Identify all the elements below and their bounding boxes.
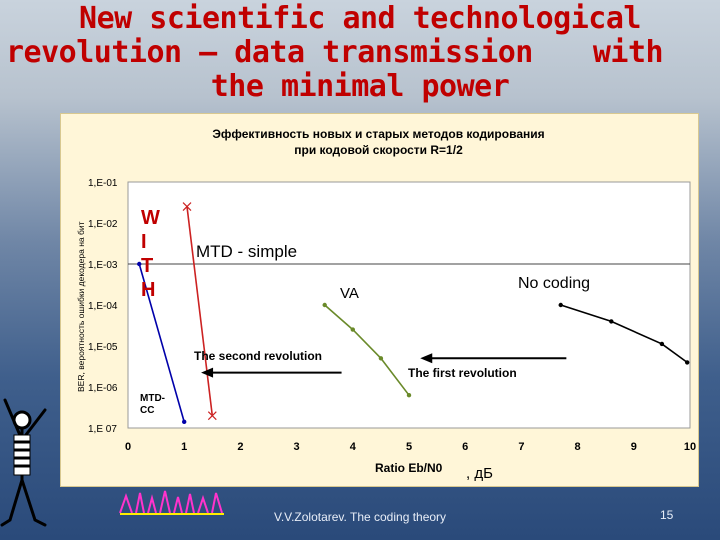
page-number: 15	[660, 508, 674, 522]
y-tick-label: 1,E-03	[88, 260, 118, 271]
with-letter: T	[141, 255, 153, 277]
point-mtd-simple	[182, 202, 192, 212]
y-tick-label: 1,E 07	[88, 424, 117, 435]
title-line-1: New scientific and technological	[79, 1, 641, 36]
x-tick-label: 8	[575, 441, 581, 453]
x-tick-label: 3	[294, 441, 300, 453]
point-va	[378, 356, 384, 361]
x-tick-label: 4	[350, 441, 357, 453]
y-tick-label: 1,E-06	[88, 383, 118, 394]
chart-title: Эффективность новых и старых методов код…	[60, 126, 697, 158]
title-line-2: revolution – data transmission with	[0, 36, 720, 70]
with-letter: W	[141, 207, 160, 229]
x-tick-label: 0	[125, 441, 131, 453]
y-tick-label: 1,E-04	[88, 301, 118, 312]
series-line-va	[324, 304, 410, 396]
y-axis-title: BER, вероятность ошибки декодера на бит	[76, 221, 86, 392]
point-mtd-cc	[137, 261, 142, 267]
series-line-no-coding	[560, 304, 688, 364]
figure-icon	[0, 398, 47, 527]
series-line-mtd-cc	[138, 263, 185, 423]
x-tick-label: 1	[181, 441, 187, 453]
label-first-revolution: The first revolution	[408, 366, 517, 380]
chart-title-line-1: Эффективность новых и старых методов код…	[212, 127, 545, 141]
point-no-coding	[609, 319, 614, 324]
point-mtd-cc	[182, 419, 187, 425]
x-tick-label: 2	[237, 441, 243, 453]
title-line-2b: with	[592, 35, 664, 70]
point-va	[350, 327, 355, 332]
point-no-coding	[659, 341, 665, 347]
logo-icon	[119, 490, 224, 515]
series-line-mtd-simple	[186, 206, 214, 416]
point-no-coding	[684, 360, 690, 365]
title-line-2a: revolution – data transmission	[6, 35, 533, 70]
label-no-coding: No coding	[518, 275, 590, 292]
second-revolution-arrow	[201, 367, 342, 378]
title-line-3: the minimal power	[210, 69, 510, 104]
chart-title-line-2: при кодовой скорости R=1/2	[294, 143, 463, 157]
footer-text: V.V.Zolotarev. The coding theory	[273, 510, 447, 524]
point-no-coding	[558, 302, 563, 308]
with-letter: H	[141, 279, 155, 301]
y-tick-label: 1,E-05	[88, 342, 118, 353]
y-tick-label: 1,E-01	[88, 178, 118, 189]
label-mtd-simple: MTD - simple	[196, 242, 297, 261]
label-mtd-cc-2: CC	[140, 405, 154, 416]
point-mtd-simple	[207, 411, 217, 421]
label-va: VA	[340, 285, 359, 302]
x-tick-label: 5	[406, 441, 412, 453]
first-revolution-arrow	[420, 353, 567, 364]
point-va	[322, 302, 327, 308]
x-tick-label: 9	[631, 441, 637, 453]
x-tick-label: 7	[518, 441, 524, 453]
x-tick-label: 10	[684, 441, 696, 453]
point-va	[406, 393, 412, 398]
label-second-revolution: The second revolution	[194, 349, 322, 363]
slide-title: New scientific and technological revolut…	[0, 2, 720, 104]
x-axis-unit: , дБ	[466, 465, 493, 482]
y-tick-label: 1,E-02	[88, 219, 118, 230]
with-letter: I	[141, 231, 147, 253]
label-mtd-cc-1: MTD-	[140, 393, 165, 404]
plot-area	[127, 181, 691, 429]
x-axis-title: Ratio Eb/N0	[375, 461, 443, 475]
x-tick-label: 6	[462, 441, 468, 453]
